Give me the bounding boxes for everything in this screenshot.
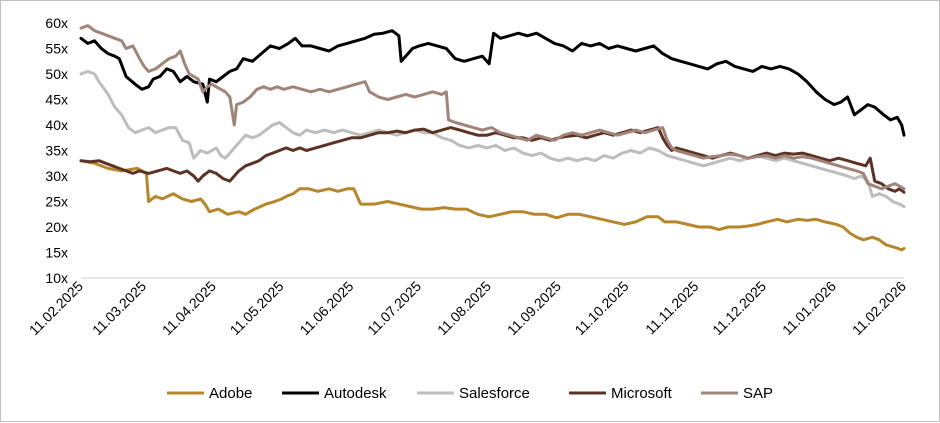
y-tick-label: 45x: [45, 92, 68, 108]
x-tick-label: 11.03.2025: [89, 278, 149, 338]
legend-label-autodesk: Autodesk: [324, 385, 387, 402]
series-lines: [79, 24, 906, 252]
x-tick-label: 11.04.2025: [159, 278, 219, 338]
series-line-sap: [79, 24, 906, 191]
y-tick-label: 10x: [45, 270, 68, 286]
y-tick-label: 55x: [45, 41, 68, 57]
y-tick-label: 35x: [45, 143, 68, 159]
x-tick-label: 11.02.2025: [26, 278, 86, 338]
x-tick-label: 11.01.2026: [779, 278, 839, 338]
x-tick-label: 11.08.2025: [434, 278, 494, 338]
legend-label-microsoft: Microsoft: [611, 385, 673, 402]
legend-label-salesforce: Salesforce: [459, 385, 530, 402]
x-tick-label: 11.07.2025: [364, 278, 424, 338]
x-tick-label: 11.06.2025: [296, 278, 356, 338]
x-tick-label: 11.12.2025: [709, 278, 769, 338]
legend-label-sap: SAP: [743, 385, 773, 402]
y-tick-label: 40x: [45, 117, 68, 133]
y-axis-tick-labels: 10x 15x 20x 25x 30x 35x 40x 45x 50x 55x 60x: [45, 15, 68, 286]
y-tick-label: 20x: [45, 219, 68, 235]
series-line-autodesk: [79, 29, 906, 137]
x-tick-label: 11.09.2025: [504, 278, 564, 338]
y-tick-label: 50x: [45, 66, 68, 82]
y-tick-label: 60x: [45, 15, 68, 31]
x-tick-label: 11.11.2025: [642, 278, 702, 338]
x-axis-tick-labels: 11.02.2025 11.03.2025 11.04.2025 11.05.2025…: [26, 278, 909, 338]
series-line-microsoft: [79, 126, 906, 194]
x-tick-label: 11.02.2026: [849, 278, 909, 338]
series-line-adobe: [79, 159, 906, 252]
y-tick-label: 30x: [45, 168, 68, 184]
y-tick-label: 15x: [45, 245, 68, 261]
series-line-salesforce: [79, 69, 906, 209]
x-tick-label: 11.10.2025: [571, 278, 631, 338]
legend: Adobe Autodesk Salesforce Microsoft SAP: [167, 385, 773, 402]
legend-label-adobe: Adobe: [209, 385, 252, 402]
x-tick-label: 11.05.2025: [227, 278, 287, 338]
y-tick-label: 25x: [45, 194, 68, 210]
